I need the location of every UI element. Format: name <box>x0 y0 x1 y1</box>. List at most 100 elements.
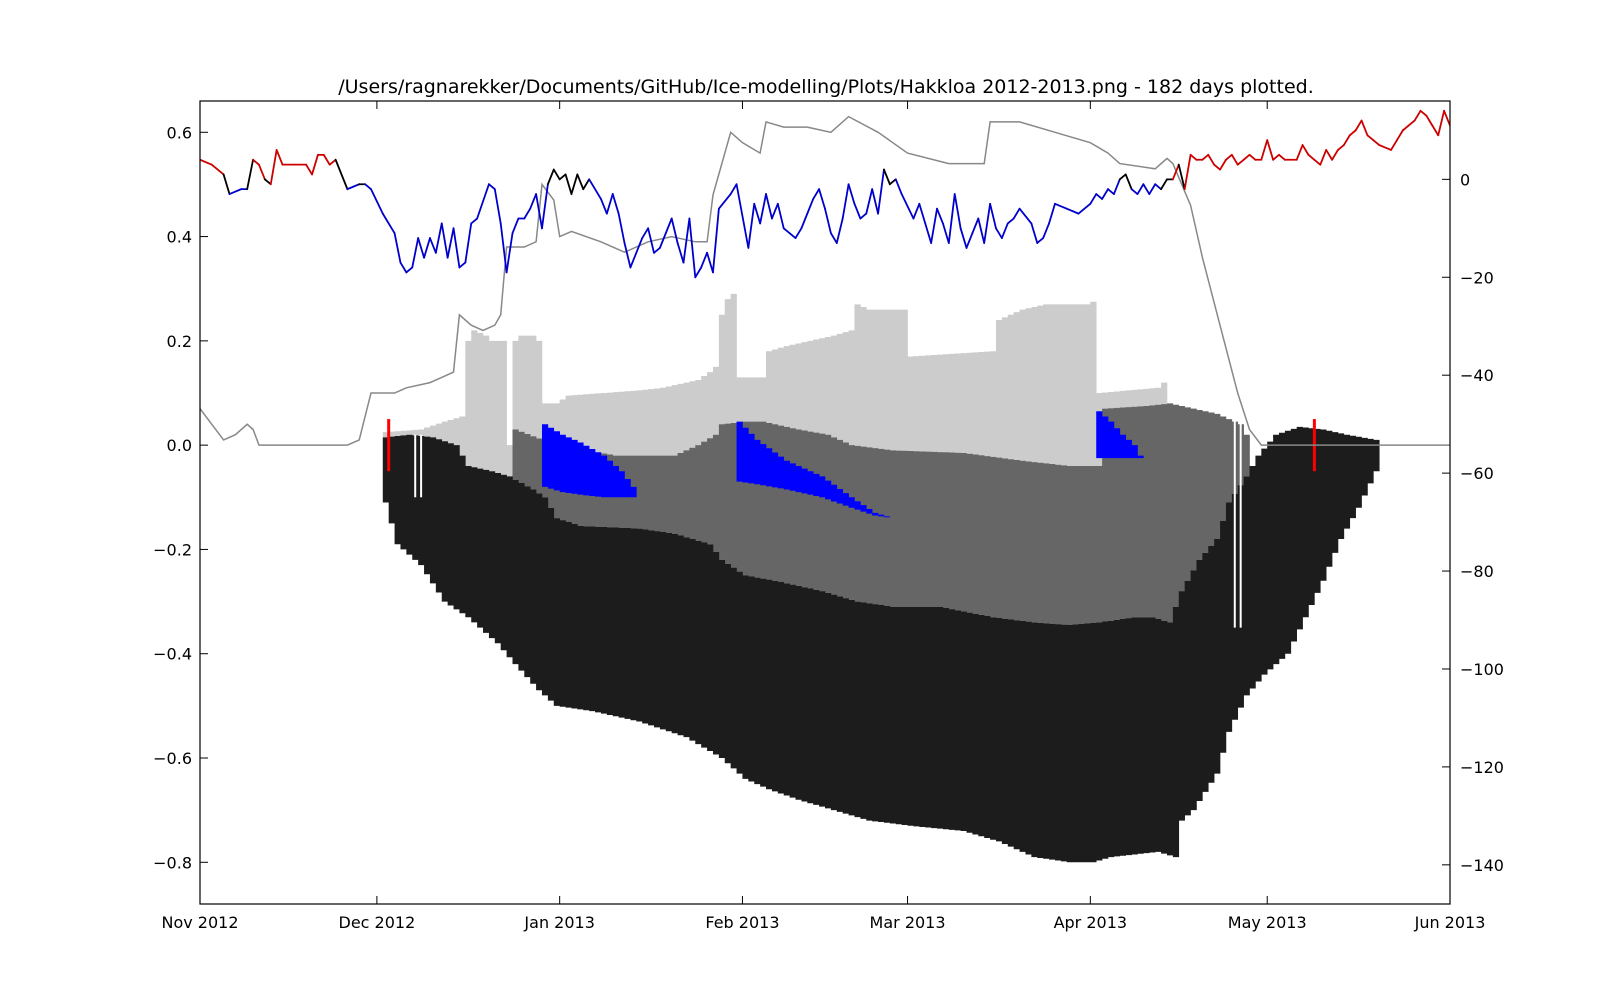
temperature-segment <box>1348 129 1357 137</box>
temperature-segment <box>706 251 714 274</box>
temperature-segment <box>311 153 319 176</box>
temperature-segment <box>1342 134 1351 146</box>
temperature-segment <box>947 193 956 244</box>
temperature-segment <box>995 227 1003 239</box>
temperature-segment <box>877 168 885 215</box>
temperature-segment <box>623 242 632 269</box>
y-left-tick-label: −0.4 <box>153 645 192 664</box>
temperature-segment <box>440 222 449 259</box>
plot-area <box>200 109 1450 863</box>
temperature-segment <box>800 212 809 230</box>
y-left-tick-label: −0.2 <box>153 540 192 559</box>
snow-layer <box>382 293 1168 477</box>
x-axis: Nov 2012 Dec 2012 Jan 2013 Feb 2013 Mar 2013… <box>161 101 1485 932</box>
temperature-segment <box>246 158 254 191</box>
temperature-segment <box>346 183 361 191</box>
temperature-segment <box>806 198 815 215</box>
temperature-segment <box>829 232 838 244</box>
temperature-segment <box>1319 149 1328 166</box>
temperature-segment <box>405 266 414 274</box>
temperature-segment <box>505 232 514 274</box>
x-tick-label: Feb 2013 <box>705 913 779 932</box>
temperature-segment <box>918 202 927 225</box>
temperature-segment <box>611 193 620 215</box>
temperature-segment <box>1248 153 1257 161</box>
slush-ice-layer <box>512 403 1250 626</box>
temperature-segment <box>1313 158 1322 166</box>
temperature-segment <box>1272 153 1280 161</box>
temperature-segment <box>735 183 750 249</box>
temperature-segment <box>1378 144 1392 151</box>
temperature-segment <box>771 202 779 220</box>
temperature-segment <box>753 202 762 225</box>
temperature-segment <box>269 149 278 186</box>
temperature-segment <box>334 158 349 191</box>
x-tick-label: Dec 2012 <box>339 913 416 932</box>
temperature-segment <box>228 188 243 195</box>
temperature-segment <box>659 217 673 249</box>
temperature-segment <box>1177 163 1186 191</box>
temperature-segment <box>629 237 644 269</box>
temperature-segment <box>488 183 496 191</box>
temperature-segment <box>1130 188 1139 195</box>
y-right-tick-label: −120 <box>1460 758 1504 777</box>
temperature-segment <box>812 188 821 200</box>
temperature-segment <box>682 217 691 264</box>
temperature-segment <box>971 217 980 235</box>
temperature-segment <box>617 212 626 244</box>
y-right-tick-label: 0 <box>1460 170 1470 189</box>
temperature-segment <box>1030 222 1039 244</box>
temperature-segment <box>1266 139 1275 161</box>
y-left-tick-label: 0.0 <box>167 436 192 455</box>
temperature-segment <box>1307 153 1316 161</box>
temperature-segment <box>564 173 573 195</box>
temperature-segment <box>1124 173 1133 191</box>
water-on-ice-1 <box>541 424 637 498</box>
temperature-segment <box>558 173 567 181</box>
temperature-segment <box>782 227 791 235</box>
temperature-segment <box>853 202 862 220</box>
y-right-tick-label: −60 <box>1460 464 1494 483</box>
temperature-segment <box>1225 153 1233 161</box>
temperature-segment <box>399 261 408 274</box>
temperature-segment <box>393 232 402 264</box>
temperature-segment <box>1000 222 1009 239</box>
y-right-tick-label: −20 <box>1460 268 1494 287</box>
temperature-segment <box>470 217 479 225</box>
temperature-segment <box>423 237 431 259</box>
temperature-segment <box>1113 178 1121 195</box>
temperature-segment <box>1042 222 1050 239</box>
temperature-segment <box>1136 183 1145 195</box>
y-axis-right: 0 −20 −40 −60 −80 −100 −120 −140 <box>1442 170 1504 875</box>
temperature-segment <box>582 178 591 191</box>
y-left-tick-label: 0.2 <box>167 332 192 351</box>
temperature-segment <box>1431 124 1440 137</box>
x-tick-label: Jan 2013 <box>523 913 594 932</box>
y-right-tick-label: −100 <box>1460 660 1504 679</box>
temperature-segment <box>1207 153 1216 166</box>
temperature-segment <box>729 183 738 195</box>
y-right-tick-label: −80 <box>1460 562 1494 581</box>
temperature-segment <box>700 251 708 269</box>
temperature-segment <box>824 207 832 235</box>
x-tick-label: Mar 2013 <box>870 913 946 932</box>
temperature-segment <box>364 183 372 191</box>
temperature-segment <box>1443 109 1450 127</box>
temperature-segment <box>493 188 502 225</box>
temperature-segment <box>588 178 602 200</box>
y-left-tick-label: −0.6 <box>153 749 192 768</box>
temperature-segment <box>417 237 425 259</box>
temperature-segment <box>983 202 991 244</box>
temperature-segment <box>841 183 850 220</box>
temperature-segment <box>600 198 608 215</box>
temperature-segment <box>670 217 679 244</box>
temperature-segment <box>458 261 467 269</box>
temperature-segment <box>924 222 933 244</box>
temperature-segment <box>818 188 826 210</box>
temperature-segment <box>759 193 767 225</box>
temperature-segment <box>900 193 915 220</box>
y-left-tick-label: 0.4 <box>167 228 192 247</box>
temperature-segment <box>523 207 532 220</box>
temperature-segment <box>411 237 420 269</box>
temperature-segment <box>1095 193 1104 200</box>
